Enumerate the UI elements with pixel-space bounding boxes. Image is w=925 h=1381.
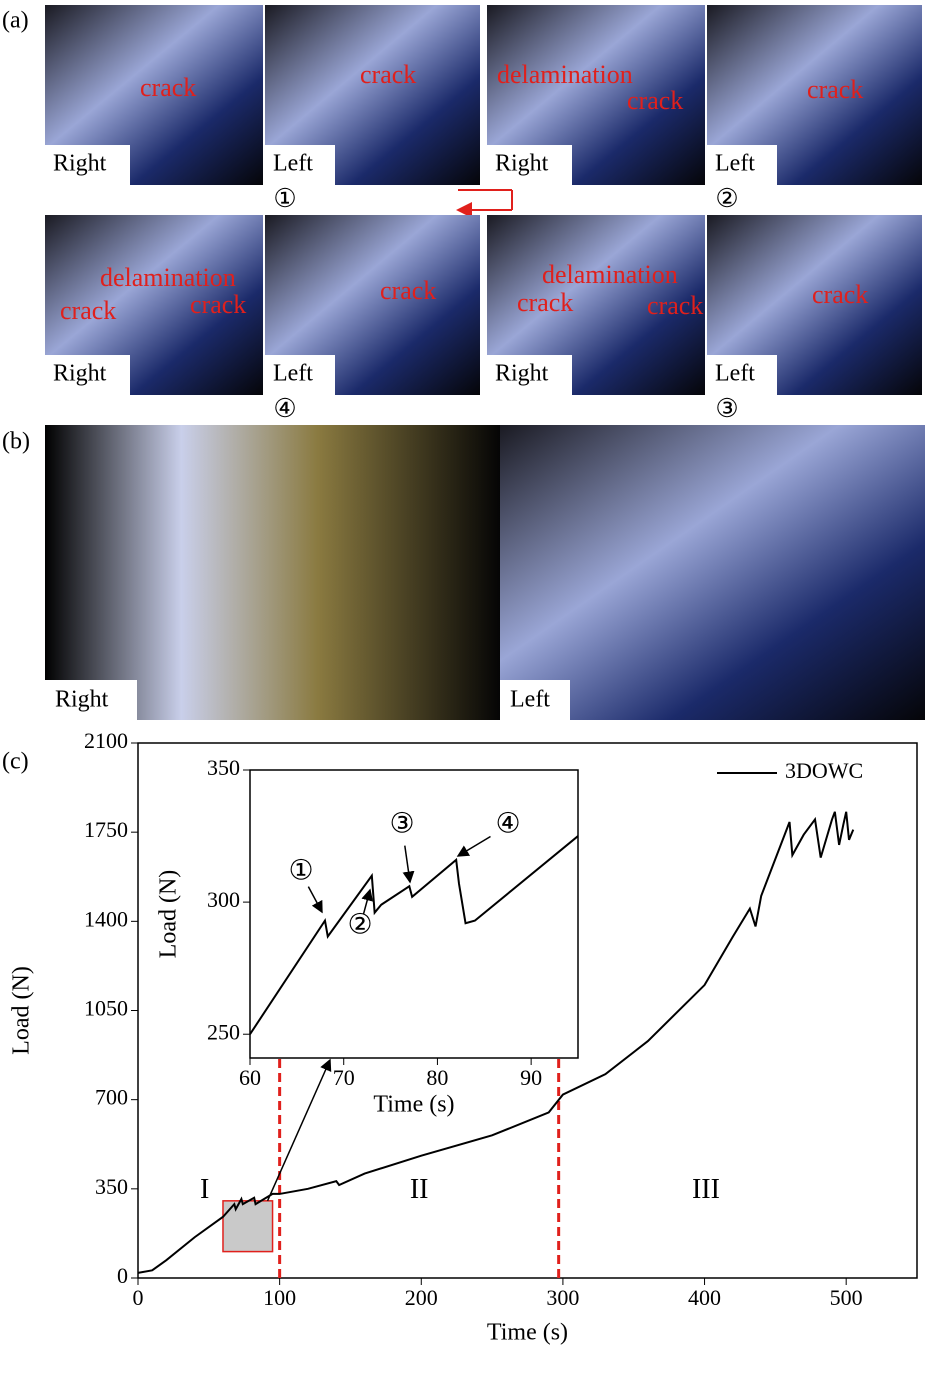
y-tick-label: 350 <box>207 755 240 780</box>
annotation: delamination <box>542 260 678 289</box>
x-tick-label: 0 <box>133 1285 144 1310</box>
annotation: crack <box>812 280 868 309</box>
figure: (a) (b) Right Left Right Left ① crack crack R… <box>0 0 925 1376</box>
photo-label: Left <box>715 151 755 177</box>
x-tick-label: 70 <box>333 1065 355 1090</box>
photo-label: Right <box>495 361 549 387</box>
x-tick-label: 60 <box>239 1065 261 1090</box>
photo-label: Left <box>510 687 550 713</box>
y-tick-label: 350 <box>95 1174 128 1199</box>
x-tick-label: 300 <box>546 1285 579 1310</box>
photo-label: Right <box>53 361 107 387</box>
point-marker: ④ <box>495 808 520 839</box>
photo <box>500 425 925 720</box>
x-axis-label: Time (s) <box>487 1320 568 1346</box>
annotation: crack <box>360 60 416 89</box>
sequence-arrow <box>458 190 512 210</box>
y-tick-label: 1750 <box>84 817 128 842</box>
panel-label: (a) <box>2 8 29 34</box>
y-tick-label: 700 <box>95 1085 128 1110</box>
x-tick-label: 400 <box>688 1285 721 1310</box>
annotation: crack <box>380 276 436 305</box>
annotation: crack <box>517 288 573 317</box>
y-tick-label: 2100 <box>84 728 128 753</box>
photo-label: Right <box>495 151 549 177</box>
point-marker: ② <box>347 909 372 940</box>
step-label: ④ <box>273 394 296 423</box>
photo-label: Left <box>273 361 313 387</box>
point-marker: ① <box>288 855 313 886</box>
y-tick-label: 300 <box>207 887 240 912</box>
region-label: III <box>692 1174 720 1205</box>
annotation: crack <box>627 86 683 115</box>
photo-label: Left <box>273 151 313 177</box>
region-label: I <box>200 1174 209 1205</box>
step-label: ③ <box>715 394 738 423</box>
x-tick-label: 200 <box>405 1285 438 1310</box>
y-tick-label: 250 <box>207 1019 240 1044</box>
annotation: crack <box>60 296 116 325</box>
annotation: crack <box>807 75 863 104</box>
photo-label: Left <box>715 361 755 387</box>
legend-label: 3DOWC <box>785 758 863 783</box>
y-tick-label: 0 <box>117 1263 128 1288</box>
point-marker: ③ <box>389 808 414 839</box>
step-label: ② <box>715 184 738 213</box>
x-tick-label: 80 <box>426 1065 448 1090</box>
panel-label: (c) <box>2 749 29 775</box>
y-tick-label: 1050 <box>84 996 128 1021</box>
y-tick-label: 1400 <box>84 906 128 931</box>
x-tick-label: 90 <box>520 1065 542 1090</box>
y-axis-label: Load (N) <box>156 870 182 959</box>
photo <box>45 425 500 720</box>
annotation: crack <box>140 73 196 102</box>
photo-label: Right <box>53 151 107 177</box>
x-axis-label: Time (s) <box>373 1092 454 1118</box>
x-tick-label: 500 <box>830 1285 863 1310</box>
panel-label: (b) <box>2 429 30 455</box>
x-tick-label: 100 <box>263 1285 296 1310</box>
annotation: delamination <box>100 263 236 292</box>
annotation: delamination <box>497 60 633 89</box>
zoom-arrow <box>268 1060 330 1201</box>
region-label: II <box>410 1174 429 1205</box>
annotation: crack <box>190 290 246 319</box>
step-label: ① <box>273 184 296 213</box>
photo-label: Right <box>55 687 109 713</box>
annotation: crack <box>647 291 703 320</box>
y-axis-label: Load (N) <box>9 966 35 1055</box>
